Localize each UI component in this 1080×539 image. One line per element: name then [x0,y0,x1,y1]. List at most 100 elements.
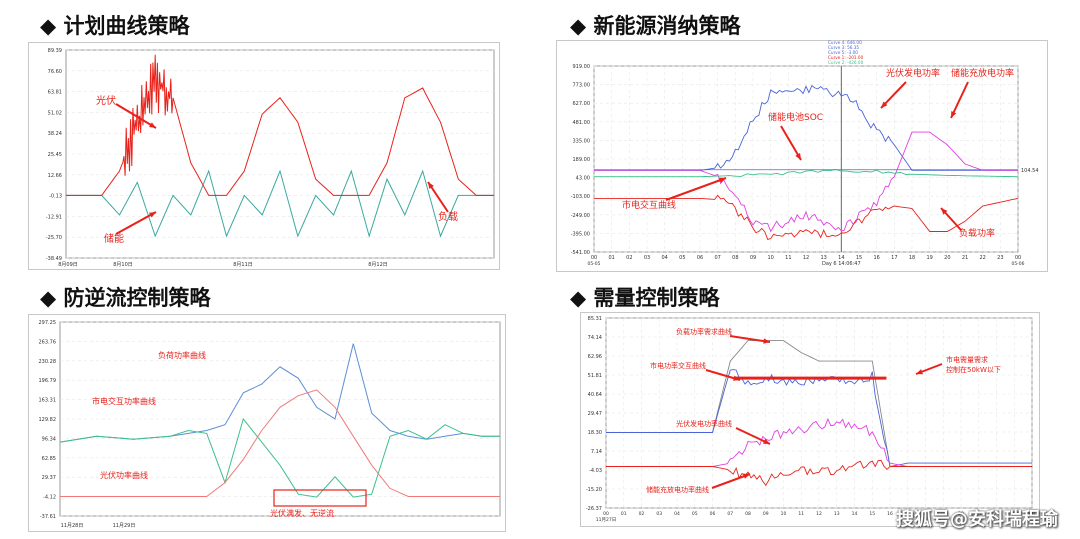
chart-new-energy: 919.00 773.00 627.00 481.00 335.00 189.00 43.0… [556,40,1048,272]
annotation-label: 控制在50kW以下 [946,365,1001,374]
annotation-label: 负载功率 [959,227,995,239]
annotation-label: 储能 [104,232,124,245]
y-tick-label: 481.00 [573,120,591,126]
x-tick-label: 00 [591,255,597,261]
annotation-label: 市电功率交互曲线 [650,361,706,370]
x-tick-label: 14 [852,511,858,517]
y-tick-label: -4.03 [589,468,602,474]
y-tick-label: 18.30 [588,430,602,436]
x-tick-label: 17 [891,255,897,261]
x-tick-label: 11月28日 [61,523,84,529]
y-tick-label: 29.37 [42,475,56,481]
x-start-label: 05-05 [587,261,600,267]
y-tick-label: 189.00 [573,157,591,163]
x-start-label: 11月27日 [596,517,616,523]
watermark: 搜狐号@安科瑞程瑜 [896,505,1058,531]
y-tick-label: 335.00 [573,138,591,144]
y-tick-label: -103.00 [571,194,590,200]
annotation-label: 光伏满发、无逆流 [270,508,334,518]
annotation-label: 负载功率需求曲线 [676,327,732,336]
y-tick-label: 7.14 [591,449,602,455]
title-new-energy-strategy: ◆ 新能源消纳策略 [570,10,740,40]
y-tick-label: 43.00 [576,176,590,182]
annotation-label: 市电交互功率曲线 [92,396,156,406]
y-tick-label: 85.31 [588,316,602,322]
y-tick-label: -26.37 [586,506,602,512]
x-tick-label: 07 [714,255,720,261]
y-tick-label: 40.64 [588,392,602,398]
x-tick-label: 22 [979,255,985,261]
x-tick-label: 01 [608,255,614,261]
y-tick-label: -249.00 [571,213,590,219]
x-tick-label: 10 [781,511,787,517]
y-tick-label: 62.85 [42,456,56,462]
y-tick-label: 129.82 [39,417,57,423]
x-tick-label: 05 [679,255,685,261]
x-tick-label: 00 [1015,255,1021,261]
y-tick-label: 74.14 [588,335,602,341]
y-tick-label: 76.60 [48,69,62,75]
chart-plan: 89.39 76.60 63.81 51.02 38.24 25.45 12.66 -0.13… [28,42,500,270]
y-tick-label: 163.31 [39,398,57,404]
title-plan-strategy: ◆ 计划曲线策略 [40,10,189,40]
x-tick-label: 00 [603,511,609,517]
x-tick-label: 8月09日 [58,262,78,268]
x-tick-label: 8月11日 [233,262,253,268]
y-tick-label: -0.13 [49,194,62,200]
x-tick-label: 07 [727,511,733,517]
x-end-label: 05-06 [1011,261,1024,267]
x-tick-label: 21 [962,255,968,261]
y-tick-label: 29.47 [588,411,602,417]
annotation-label: 市电交互曲线 [622,199,676,211]
y-tick-label: 773.00 [573,83,591,89]
annotation-label: 光伏发电功率 [886,67,940,79]
x-tick-label: 09 [763,511,769,517]
chart-anti-reverse: 297.25 263.76 230.28 196.79 163.31 129.82 96.3… [28,314,506,532]
annotation-label: 储能电池SOC [768,111,823,123]
x-tick-label: 02 [639,511,645,517]
x-tick-label: 16 [887,511,893,517]
x-tick-label: 03 [644,255,650,261]
y-tick-label: 627.00 [573,101,591,107]
y-tick-label: 96.34 [42,436,56,442]
title-anti-reverse-strategy: ◆ 防逆流控制策略 [40,282,210,312]
x-tick-label: 01 [621,511,627,517]
x-tick-label: 08 [732,255,738,261]
y-tick-label: 38.24 [48,131,62,137]
y-tick-label: 196.79 [39,378,57,384]
x-tick-label: 06 [710,511,716,517]
cursor-label: Day 6 14:06:47 [822,261,861,267]
y-tick-label: -12.91 [46,214,62,220]
chart-demand: 85.31 74.14 62.96 51.81 40.64 29.47 18.30 7.14 -… [580,312,1040,527]
x-tick-label: 05 [692,511,698,517]
x-tick-label: 8月10日 [113,262,133,268]
x-tick-label: 04 [661,255,667,261]
x-tick-label: 11 [785,255,791,261]
legend-entry: Curve 2: -426.00 [828,60,864,65]
x-tick-label: 08 [745,511,751,517]
y-tick-label: 263.76 [39,339,57,345]
x-tick-label: 11 [798,511,804,517]
x-tick-label: 12 [803,255,809,261]
annotation-label: 负荷功率曲线 [158,350,206,360]
x-tick-label: 12 [816,511,822,517]
annotation-label: 光伏发电功率曲线 [676,419,732,428]
y-tick-label: -395.00 [571,231,590,237]
x-tick-label: 11月29日 [113,523,136,529]
y-tick-label: 51.02 [48,110,62,116]
x-tick-label: 18 [909,255,915,261]
x-tick-label: 19 [926,255,932,261]
y-tick-label: 63.81 [48,90,62,96]
x-tick-label: 03 [656,511,662,517]
x-tick-label: 13 [834,511,840,517]
y-tick-label: -4.12 [43,495,56,501]
y-tick-label: -25.70 [46,235,62,241]
x-tick-label: 15 [869,511,875,517]
annotation-label: 储能充放电功率 [951,67,1014,79]
y-tick-label: 12.66 [48,173,62,179]
annotation-label: 市电需量需求 [946,355,988,364]
annotation-label: 光伏 [96,94,116,107]
x-tick-label: 8月12日 [368,262,388,268]
y-tick-label: -15.20 [586,487,602,493]
x-tick-label: 16 [873,255,879,261]
